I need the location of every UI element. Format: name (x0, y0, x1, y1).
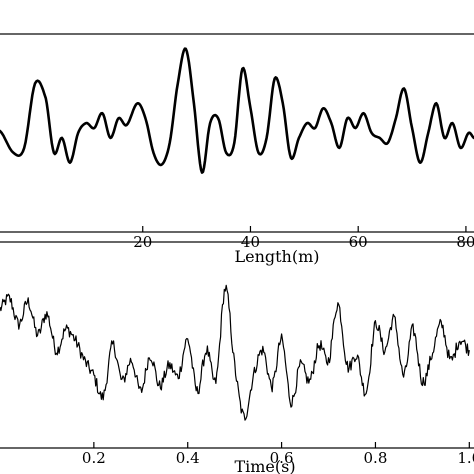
bottom-plot-series (0, 284, 470, 421)
bottom-x-axis-label: Time(s) (234, 457, 295, 474)
top-x-axis-label: Length(m) (234, 247, 319, 266)
top-series-line (0, 47, 474, 174)
length-profile-panel: 20 40 60 80 Length(m) (0, 33, 474, 266)
bottom-x-tick-label: 0.6 (270, 449, 294, 467)
bottom-x-axis: 0.2 0.4 0.6 0.8 1.0 (82, 442, 474, 467)
top-plot-frame (0, 33, 474, 233)
bottom-x-tick-label: 0.8 (364, 449, 388, 467)
bottom-x-tick-label: 0.4 (176, 449, 200, 467)
bottom-x-tick-label: 1.0 (457, 449, 474, 467)
bottom-plot-frame (0, 241, 474, 449)
top-plot-series (0, 47, 474, 174)
time-history-panel: 0.2 0.4 0.6 0.8 1.0 Time(s) (0, 241, 474, 474)
bottom-x-tick-label: 0.2 (82, 449, 106, 467)
bottom-series-line (0, 284, 470, 421)
